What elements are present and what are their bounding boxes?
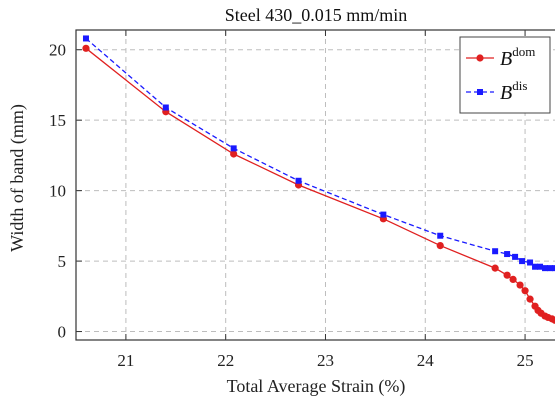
data-point-dis bbox=[492, 248, 499, 255]
data-point-dom bbox=[516, 281, 524, 289]
data-point-dis bbox=[532, 263, 539, 270]
legend-label-dis: Bdis bbox=[500, 78, 527, 104]
data-point-dis bbox=[82, 35, 89, 42]
data-point-dom bbox=[503, 271, 511, 279]
legend-label-dom: Bdom bbox=[500, 44, 535, 70]
data-point-dis bbox=[547, 265, 554, 272]
data-point-dom bbox=[551, 316, 555, 324]
x-axis-title: Total Average Strain (%) bbox=[227, 376, 406, 397]
y-tick-label: 10 bbox=[49, 182, 66, 201]
legend-box bbox=[459, 36, 551, 114]
data-point-dis bbox=[504, 251, 511, 258]
x-tick-label: 22 bbox=[217, 351, 234, 370]
y-tick-label: 20 bbox=[49, 41, 66, 60]
x-tick-label: 24 bbox=[417, 351, 435, 370]
series-layer bbox=[82, 35, 555, 324]
legend-marker-dis bbox=[477, 89, 483, 95]
x-tick-label: 23 bbox=[317, 351, 334, 370]
data-point-dis bbox=[437, 232, 444, 239]
data-point-dis bbox=[512, 253, 519, 260]
data-point-dom bbox=[509, 275, 517, 284]
data-point-dom bbox=[526, 295, 534, 303]
series-line-dis bbox=[85, 37, 555, 269]
data-point-dis bbox=[380, 211, 387, 218]
legend-marker-dom bbox=[476, 54, 484, 62]
grid-lines bbox=[76, 30, 555, 340]
legend-symbol: B bbox=[500, 48, 512, 70]
data-point-dis bbox=[295, 177, 302, 184]
data-point-dis bbox=[527, 259, 534, 266]
legend-superscript: dom bbox=[512, 44, 535, 59]
legend-superscript: dis bbox=[512, 78, 527, 93]
y-axis-title: Width of band (mm) bbox=[7, 104, 28, 252]
y-tick-label: 0 bbox=[58, 323, 67, 342]
y-tick-label: 15 bbox=[49, 111, 66, 130]
data-point-dis bbox=[519, 258, 526, 265]
data-point-dis bbox=[537, 263, 544, 270]
data-point-dis bbox=[230, 145, 237, 152]
data-point-dis bbox=[162, 104, 169, 111]
data-point-dis bbox=[542, 265, 549, 272]
legend-symbol: B bbox=[500, 82, 512, 104]
series-dis bbox=[82, 35, 555, 272]
data-point-dom bbox=[521, 287, 529, 295]
data-point-dom bbox=[436, 241, 444, 250]
data-point-dom bbox=[230, 150, 238, 158]
data-point-dom bbox=[82, 44, 90, 52]
data-point-dom bbox=[491, 264, 499, 272]
x-tick-label: 21 bbox=[117, 351, 134, 370]
axis-ticks: 21 22 23 24 25 0 5 10 15 20 bbox=[49, 30, 534, 370]
chart-title: Steel 430_0.015 mm/min bbox=[225, 5, 408, 25]
data-point-dis bbox=[552, 265, 555, 272]
x-tick-label: 25 bbox=[517, 351, 534, 370]
y-tick-label: 5 bbox=[58, 252, 67, 271]
